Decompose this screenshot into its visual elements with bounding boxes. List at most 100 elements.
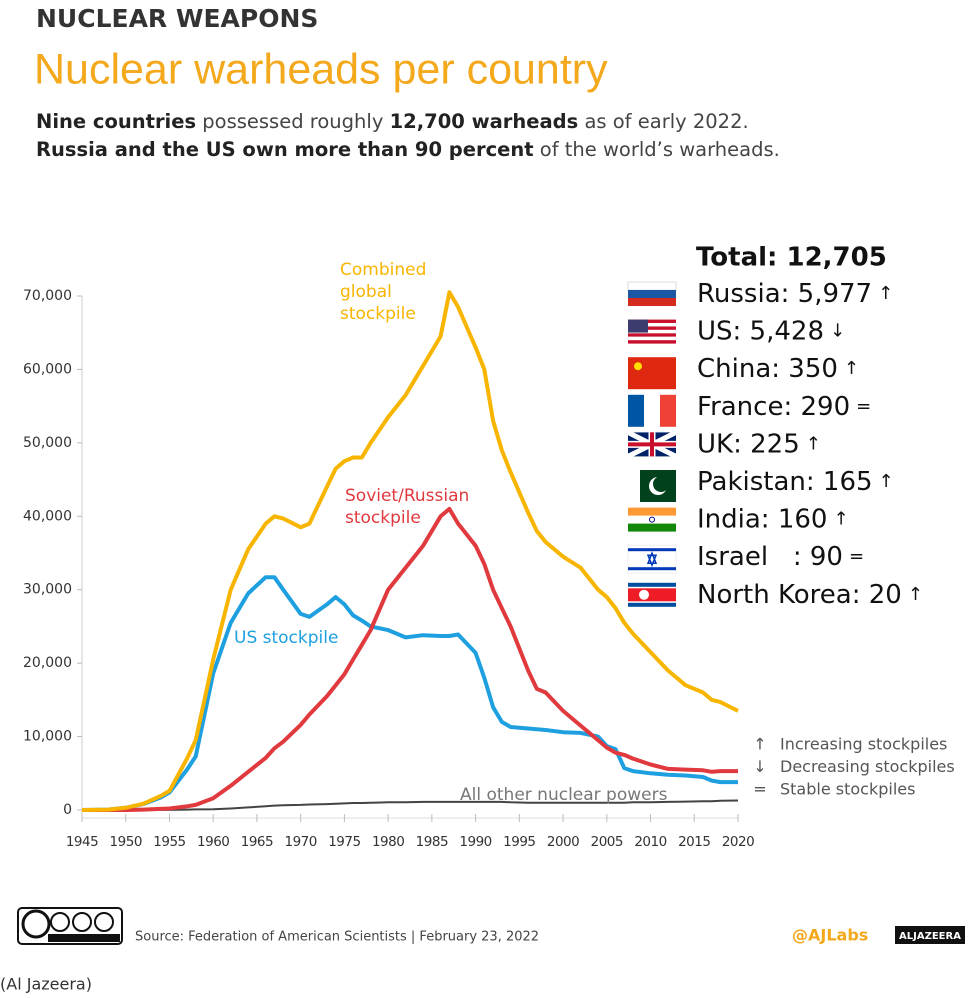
y-tick-label: 20,000	[23, 655, 72, 671]
flag	[627, 281, 677, 291]
flag	[628, 319, 676, 324]
flag	[628, 323, 676, 327]
flag	[644, 394, 660, 427]
flag	[639, 589, 649, 600]
subtitle-part: of the world’s warheads.	[534, 138, 780, 161]
country-trend: =	[849, 546, 864, 567]
flag	[646, 551, 658, 568]
x-tick-label: 1970	[284, 834, 316, 850]
country-entry: UK: 225 ↑	[697, 429, 821, 459]
y-tick-label: 10,000	[23, 729, 72, 745]
flag	[628, 582, 676, 607]
subtitle-part: possessed roughly	[196, 110, 390, 133]
annotation: Soviet/Russian	[345, 486, 469, 506]
subtitle-part: Nine countries	[36, 110, 196, 133]
country-trend: ↑	[908, 584, 923, 605]
key-symbol: ↓	[753, 757, 766, 776]
logo-box	[895, 926, 965, 944]
y-tick-label: 30,000	[23, 582, 72, 598]
y-tick-label: 50,000	[23, 435, 72, 451]
x-tick-label: 2005	[591, 834, 623, 850]
x-tick-label: 2020	[722, 834, 754, 850]
flag	[628, 329, 676, 334]
flag	[628, 394, 676, 427]
key-text: Increasing stockpiles	[780, 735, 947, 754]
x-tick-label: 2010	[634, 834, 666, 850]
series-line	[81, 290, 739, 812]
y-tick-label: 40,000	[23, 508, 72, 524]
annotation: US stockpile	[234, 628, 338, 648]
x-tick-label: 1975	[328, 834, 360, 850]
subtitle: Russia and the US own more than 90 perce…	[36, 138, 780, 161]
source: Source: Federation of American Scientist…	[135, 930, 539, 945]
country-label: North Korea: 20	[697, 579, 902, 609]
country-entry: Russia: 5,977 ↑	[697, 279, 893, 309]
handle: @AJLabs	[792, 926, 868, 945]
annotation: Combined	[340, 260, 426, 280]
country-entry: France: 290 =	[697, 391, 871, 421]
flag	[628, 432, 676, 457]
country-label: India: 160	[697, 504, 827, 534]
flag	[628, 548, 676, 552]
caption: (Al Jazeera)	[0, 975, 92, 994]
annotation: stockpile	[345, 508, 421, 528]
flag	[628, 336, 676, 341]
flag	[628, 357, 676, 390]
country-trend: ↑	[879, 471, 894, 492]
x-tick-label: 1965	[241, 834, 273, 850]
subtitle: Nine countries possessed roughly 12,700 …	[36, 110, 749, 133]
country-trend: ↑	[878, 283, 893, 304]
flag	[628, 394, 644, 427]
annotation: global	[340, 282, 392, 302]
country-entry: China: 350 ↑	[697, 354, 859, 384]
country-label: UK: 225	[697, 429, 800, 459]
country-label: Russia: 5,977	[697, 279, 872, 309]
country-entry: India: 160 ↑	[697, 504, 849, 534]
x-tick-label: 1995	[503, 834, 535, 850]
y-tick-label: 60,000	[23, 361, 72, 377]
flag	[628, 290, 676, 298]
flag	[628, 333, 676, 337]
country-trend: ↑	[833, 509, 848, 530]
country-trend: ↑	[844, 358, 859, 379]
series-line	[82, 506, 738, 812]
flag	[653, 476, 669, 492]
annotation: All other nuclear powers	[460, 785, 668, 805]
series-line	[81, 575, 738, 812]
kicker: NUCLEAR WEAPONS	[36, 4, 318, 33]
x-tick-label: 1955	[153, 834, 185, 850]
y-tick-label: 70,000	[23, 288, 72, 304]
key-text: Stable stockpiles	[780, 780, 915, 799]
flag	[628, 523, 676, 532]
country-trend: =	[856, 396, 871, 417]
y-tick-label: 0	[63, 802, 72, 818]
flag	[628, 319, 648, 333]
flag	[628, 326, 676, 330]
key-symbol: ↑	[753, 735, 766, 754]
x-tick-label: 1950	[110, 834, 142, 850]
flag	[628, 588, 676, 602]
x-tick-label: 2000	[547, 834, 579, 850]
x-tick-label: 2015	[678, 834, 710, 850]
country-entry: Pakistan: 165 ↑	[697, 467, 894, 497]
key-text: Decreasing stockpiles	[780, 757, 955, 776]
flag	[628, 507, 676, 532]
country-label: US: 5,428	[697, 316, 824, 346]
flag	[634, 362, 642, 371]
series-line	[82, 799, 739, 811]
flag	[649, 516, 655, 523]
chart-title: Nuclear warheads per country	[34, 45, 608, 93]
flag	[628, 357, 676, 390]
flag	[628, 319, 676, 344]
annotation: stockpile	[340, 304, 416, 324]
country-entry: Israel : 90 =	[697, 542, 864, 572]
flag	[628, 298, 676, 306]
flag	[628, 507, 676, 516]
total: Total: 12,705	[696, 243, 887, 273]
flag	[640, 470, 676, 502]
flag	[626, 430, 678, 459]
country-entry: US: 5,428 ↓	[697, 316, 845, 346]
country-label: Pakistan: 165	[697, 467, 873, 497]
subtitle-part: Russia and the US own more than 90 perce…	[36, 138, 534, 161]
